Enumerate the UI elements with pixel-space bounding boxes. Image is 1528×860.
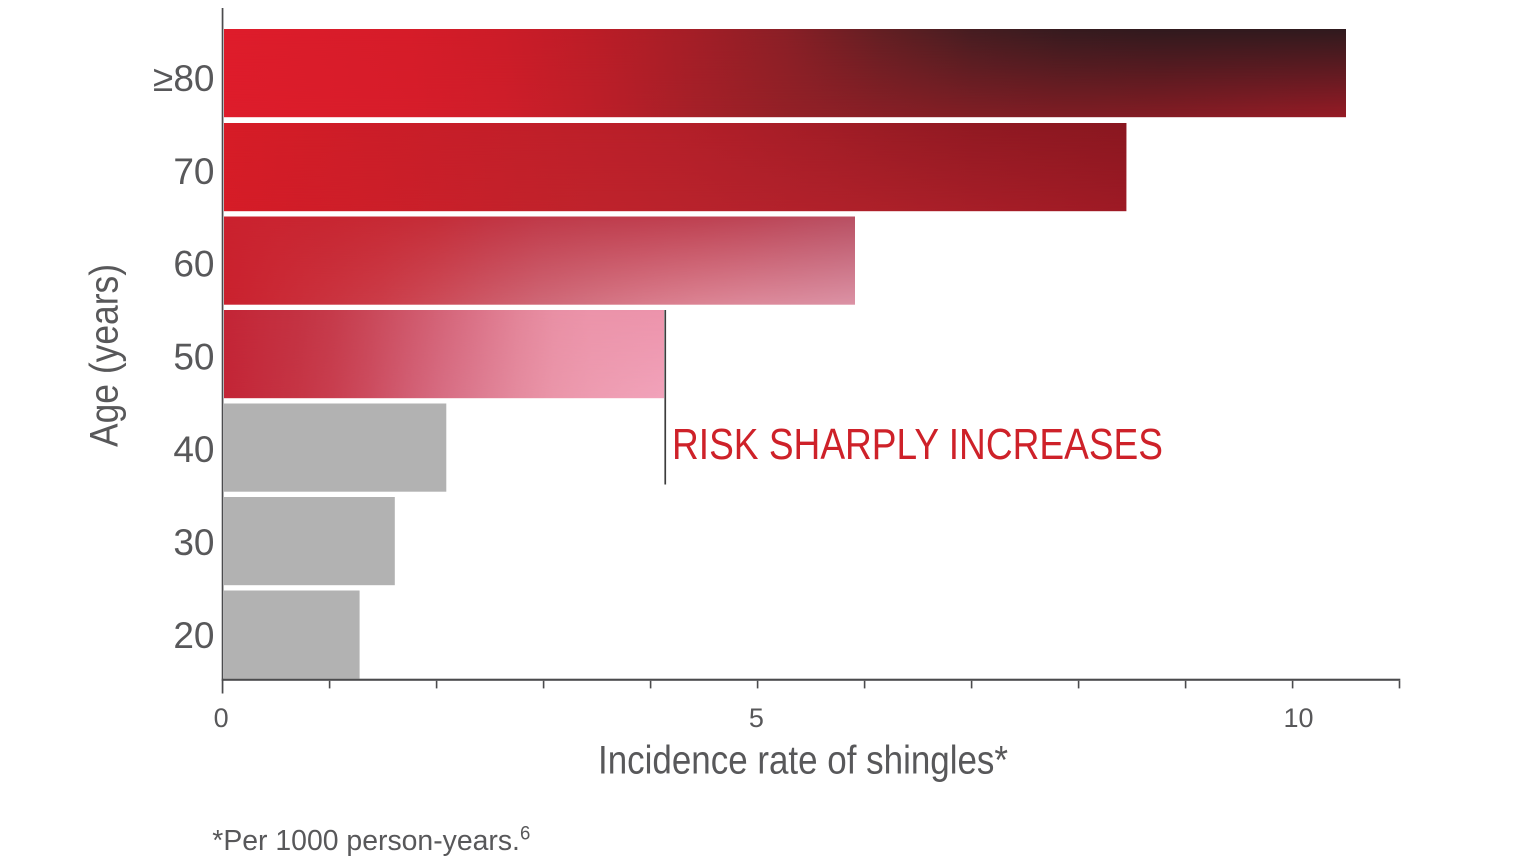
svg-text:10: 10: [1283, 703, 1313, 733]
svg-text:≥80: ≥80: [153, 58, 214, 99]
svg-text:20: 20: [173, 615, 214, 656]
svg-text:40: 40: [173, 429, 214, 470]
svg-text:Age (years): Age (years): [83, 264, 127, 447]
svg-text:30: 30: [173, 522, 214, 563]
svg-text:0: 0: [214, 703, 229, 733]
svg-text:70: 70: [173, 151, 214, 192]
svg-text:60: 60: [173, 244, 214, 285]
svg-text:RISK SHARPLY INCREASES: RISK SHARPLY INCREASES: [672, 420, 1163, 469]
svg-text:5: 5: [749, 703, 764, 733]
svg-text:*Per 1000 person-years.6: *Per 1000 person-years.6: [212, 823, 530, 857]
svg-text:50: 50: [173, 336, 214, 377]
svg-text:Incidence rate of shingles*: Incidence rate of shingles*: [598, 739, 1008, 783]
